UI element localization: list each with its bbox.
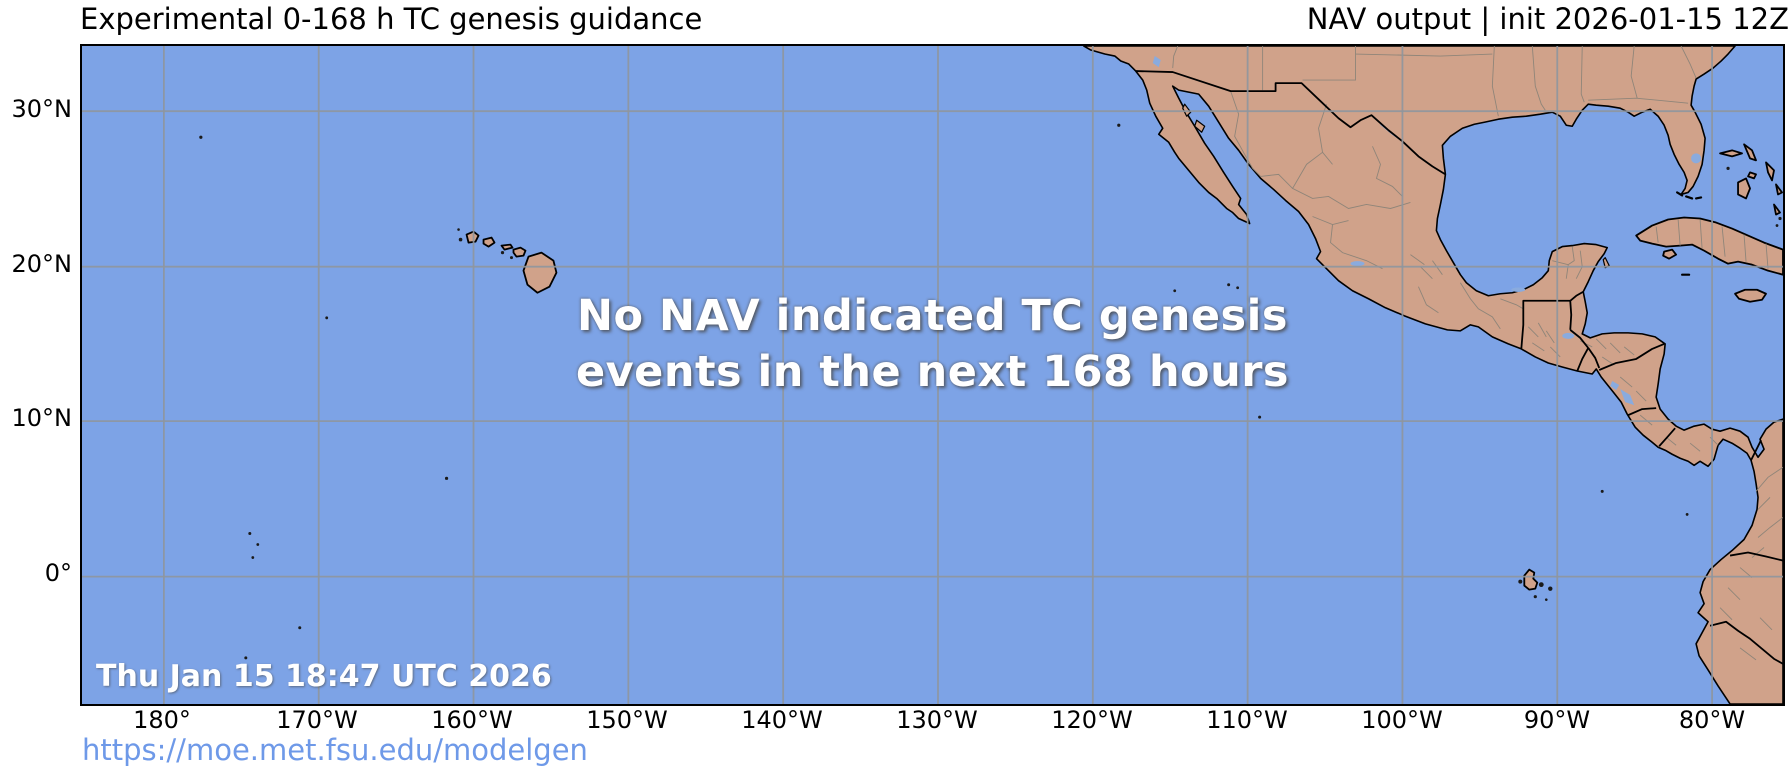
titlebar: Experimental 0-168 h TC genesis guidance… [80,0,1789,40]
map-canvas: No NAV indicated TC genesis events in th… [80,44,1785,706]
message-line-1: No NAV indicated TC genesis [577,291,1288,341]
lake-nicaragua [1620,389,1635,406]
lake-izabal [1562,332,1575,339]
salton-sea [1152,56,1161,68]
colombia-ecuador-border [1729,551,1783,562]
hawaii-big-island [522,251,558,294]
national-borders [1135,70,1783,665]
lon-tick-label: 160°W [431,706,513,734]
lake-okeechobee [1691,153,1702,164]
galapagos-islands [1518,568,1553,601]
cozumel [1602,257,1610,269]
left-title: Experimental 0-168 h TC genesis guidance [80,2,703,36]
right-title: NAV output | init 2026-01-15 12Z [1306,2,1789,36]
isla-juventud [1662,248,1678,260]
valid-time-label: Thu Jan 15 18:47 UTC 2026 [96,659,552,694]
lake-managua [1610,381,1620,391]
elsalvador-honduras-border [1587,347,1601,369]
nicaragua-costarica-border [1627,407,1657,416]
us-mexico-border [1135,70,1446,176]
honduras-nicaragua-border [1598,343,1665,371]
lat-tick-label: 20°N [11,250,73,278]
panama-colombia-border [1750,439,1762,461]
ocean [82,46,1783,704]
hawaiian-islands [457,228,558,294]
lat-tick-label: 10°N [11,404,73,432]
lon-tick-label: 110°W [1206,706,1288,734]
ecuador-peru-border [1709,620,1783,665]
lon-tick-label: 180° [133,706,191,734]
message-line-2: events in the next 168 hours [575,347,1290,397]
lon-tick-label: 100°W [1361,706,1443,734]
lon-tick-label: 130°W [896,706,978,734]
costarica-panama-border [1658,427,1676,447]
no-genesis-message: No NAV indicated TC genesis events in th… [82,288,1783,400]
florida-keys [1676,191,1703,200]
lon-tick-label: 90°W [1523,706,1591,734]
belize-borders [1569,290,1584,330]
lon-tick-label: 170°W [276,706,358,734]
lat-tick-label: 30°N [11,95,73,123]
lat-tick-label: 0° [44,559,72,587]
gulf-of-california-islands [1182,103,1206,133]
source-url-link[interactable]: https://moe.met.fsu.edu/modelgen [82,733,588,767]
guatemala-elsalvador-border [1576,347,1590,372]
map-svg [82,46,1783,704]
bahamas [1719,143,1783,227]
lon-tick-label: 120°W [1051,706,1133,734]
mexico-guatemala-border [1520,299,1571,349]
lon-tick-label: 140°W [741,706,823,734]
pacific-atoll-specks [199,123,1689,660]
jamaica [1734,288,1767,303]
graticule [82,46,1783,704]
guatemala-honduras-border [1569,329,1589,349]
lon-tick-label: 80°W [1678,706,1746,734]
state-borders [1172,46,1783,661]
lake-chapala [1350,261,1365,267]
lon-tick-label: 150°W [586,706,668,734]
laguna-terminos [1511,287,1526,292]
